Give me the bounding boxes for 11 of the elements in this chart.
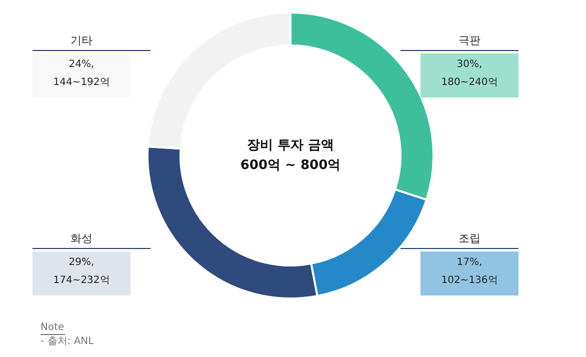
data-label: 29%, 174~232억 — [53, 257, 110, 286]
data-label: 30%, 180~240억 — [441, 59, 498, 88]
slice-label: 극판 — [458, 34, 480, 47]
data-label: 17%, 102~136억 — [441, 257, 498, 286]
slice-label: 기타 — [70, 34, 92, 47]
text: - 출처: ANL — [40, 336, 94, 347]
text: Note — [40, 322, 64, 333]
slice-label: 화성 — [70, 232, 92, 245]
data-label: 24%, 144~192억 — [53, 59, 110, 88]
text: 장비 투자 금액 600억 ~ 800억 — [240, 138, 341, 173]
slice-label: 조립 — [458, 232, 480, 245]
